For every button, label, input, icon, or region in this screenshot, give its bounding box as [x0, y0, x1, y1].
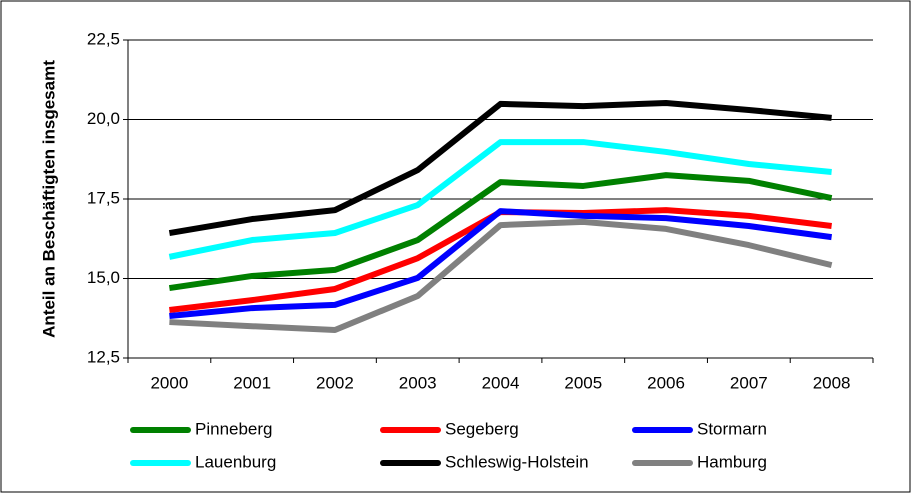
x-tick-label: 2003	[399, 373, 437, 392]
legend-label: Hamburg	[697, 452, 767, 471]
legend-label: Lauenburg	[195, 452, 276, 471]
x-tick-label: 2000	[150, 373, 188, 392]
series-line	[168, 172, 833, 292]
x-tick-label: 2007	[730, 373, 768, 392]
legend-label: Stormarn	[697, 419, 767, 438]
legend-label: Schleswig-Holstein	[445, 452, 589, 471]
y-tick-label: 22,5	[87, 29, 120, 48]
series-line	[169, 218, 833, 334]
legend-label: Pinneberg	[195, 419, 273, 438]
legend-label: Segeberg	[445, 419, 519, 438]
y-tick-label: 17,5	[87, 188, 120, 207]
x-tick-label: 2005	[564, 373, 602, 392]
x-tick-label: 2008	[813, 373, 851, 392]
y-tick-label: 15,0	[87, 268, 120, 287]
series-line	[168, 99, 832, 236]
x-tick-label: 2004	[482, 373, 520, 392]
y-tick-label: 12,5	[87, 347, 120, 366]
series-line	[169, 208, 833, 320]
x-tick-label: 2001	[233, 373, 271, 392]
x-tick-label: 2006	[647, 373, 685, 392]
y-tick-label: 20,0	[87, 109, 120, 128]
series-line	[168, 139, 832, 260]
y-axis-title: Anteil an Beschäftigten insgesamt	[39, 60, 58, 338]
x-tick-label: 2002	[316, 373, 354, 392]
